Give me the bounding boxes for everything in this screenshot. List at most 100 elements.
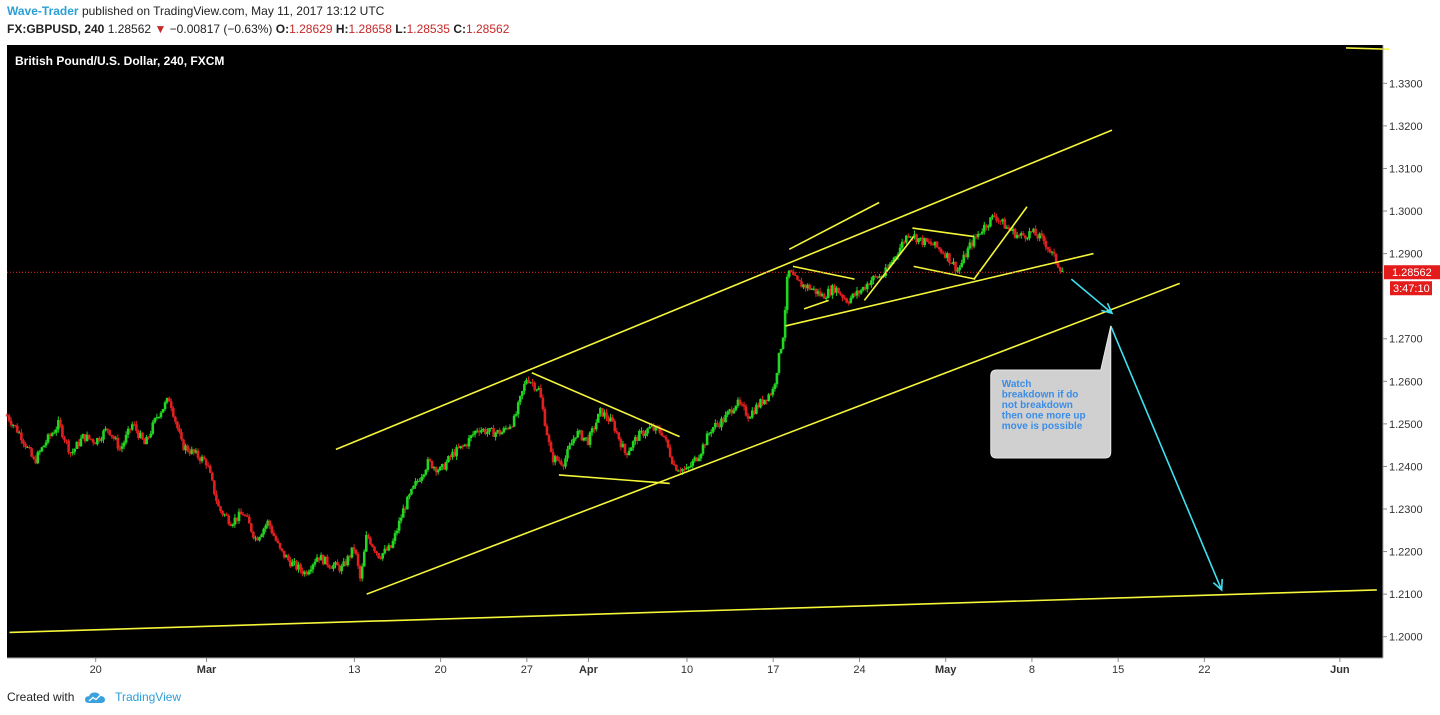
candle-body: [114, 437, 118, 439]
candle-body: [311, 564, 315, 570]
candle-body: [619, 439, 623, 448]
candle-body: [15, 425, 19, 433]
candle-body: [323, 556, 327, 565]
candle-body: [291, 562, 294, 567]
candle-body: [531, 382, 534, 384]
candle-body: [110, 434, 114, 437]
plot-area[interactable]: [7, 45, 1383, 658]
candle-body: [794, 275, 797, 277]
candle-body: [1026, 238, 1029, 240]
candle-body: [408, 494, 411, 497]
candle-body: [868, 283, 871, 286]
candle-body: [69, 452, 72, 454]
candle-body: [894, 256, 898, 258]
candle-body: [913, 234, 916, 238]
candle-body: [61, 425, 64, 438]
price-tick-label: 1.3100: [1389, 163, 1423, 175]
candle-body: [917, 238, 920, 243]
price-tick-label: 1.2300: [1389, 504, 1423, 516]
candle-body: [553, 456, 557, 463]
author-link[interactable]: Wave-Trader: [7, 4, 79, 18]
candle-body: [1017, 235, 1021, 237]
candle-body: [574, 437, 578, 439]
candle-body: [504, 428, 508, 430]
trendline-wedge-bottom: [785, 252, 1094, 327]
candle-body: [966, 248, 970, 258]
candle-body: [147, 436, 150, 438]
price-tick-label: 1.3200: [1389, 121, 1423, 133]
time-tick-label: 13: [348, 664, 360, 676]
candle-body: [215, 494, 218, 502]
candle-body: [638, 430, 641, 441]
candle-body: [755, 404, 758, 414]
candle-body: [229, 523, 233, 527]
candle-body: [779, 348, 783, 354]
candle-body: [180, 432, 183, 440]
candle-body: [609, 417, 612, 422]
candle-body: [931, 244, 935, 246]
candle-body: [383, 548, 387, 554]
candle-body: [720, 418, 723, 428]
candle-body: [313, 561, 317, 565]
candle-body: [317, 557, 321, 561]
candle-body: [578, 430, 582, 432]
candle-body: [902, 241, 906, 243]
candle-body: [557, 460, 561, 462]
candle-body: [584, 437, 588, 439]
candle-body: [13, 425, 17, 427]
candle-body: [490, 427, 493, 429]
candle-body: [172, 408, 175, 417]
candle-body: [461, 445, 465, 447]
candle-body: [865, 283, 869, 290]
candle-body: [486, 431, 489, 434]
candle-body: [886, 267, 890, 269]
created-with-text: Created with: [7, 690, 75, 704]
candle-body: [921, 237, 924, 245]
candle-body: [962, 254, 966, 263]
candle-body: [245, 515, 249, 517]
candle-body: [718, 424, 721, 428]
candle-body: [219, 506, 222, 512]
candle-body: [332, 565, 335, 569]
candle-body: [1056, 263, 1060, 268]
candle-body: [106, 428, 109, 430]
candle-body: [599, 408, 602, 414]
candle-body: [151, 422, 155, 434]
tradingview-link[interactable]: TradingView: [115, 690, 182, 704]
candle-body: [163, 402, 167, 409]
candle-body: [286, 555, 290, 560]
candle-body: [11, 425, 15, 427]
tradingview-cloud-icon: [84, 692, 105, 703]
candles-layer: [5, 212, 1064, 582]
candle-body: [695, 457, 699, 462]
candle-body: [202, 456, 206, 460]
candle-body: [958, 267, 961, 271]
candle-body: [1058, 267, 1062, 272]
candle-body: [482, 428, 485, 431]
candle-body: [299, 564, 302, 571]
candle-body: [145, 436, 148, 445]
candle-body: [32, 456, 35, 459]
candle-body: [572, 438, 575, 444]
candle-body: [555, 456, 559, 461]
candle-body: [455, 447, 458, 457]
candle-body: [358, 565, 362, 579]
candle-body: [798, 279, 801, 282]
candle-body: [714, 422, 717, 428]
candle-body: [350, 547, 354, 558]
candle-body: [182, 439, 185, 451]
candle-body: [880, 276, 883, 278]
candle-body: [662, 435, 666, 438]
candle-body: [605, 412, 608, 419]
candle-body: [843, 297, 846, 299]
time-tick-label: Jun: [1330, 664, 1350, 676]
candle-body: [993, 215, 996, 217]
candle-body: [416, 480, 419, 482]
candle-body: [124, 434, 128, 443]
candle-body: [436, 470, 440, 473]
candle-body: [284, 555, 288, 558]
candle-body: [771, 388, 775, 395]
candle-body: [841, 294, 844, 298]
candle-body: [896, 254, 900, 257]
